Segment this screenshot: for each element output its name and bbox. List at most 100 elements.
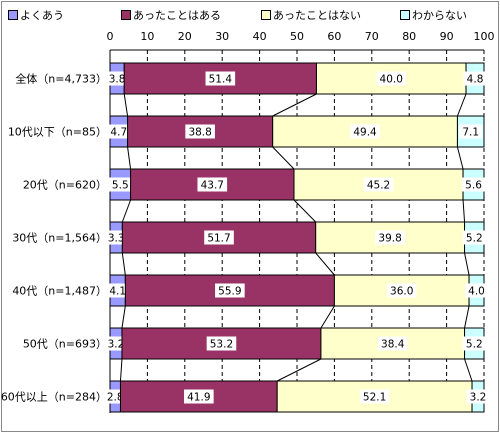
- legend-label-have-encountered: あったことはある: [133, 9, 221, 22]
- legend-label-never-encountered: あったことはない: [273, 9, 361, 22]
- data-label-bg: [108, 177, 132, 192]
- data-label: 5.5: [112, 180, 129, 192]
- data-label-bg: [462, 230, 486, 245]
- data-label: 4.7: [110, 127, 127, 139]
- series-connector-line: [272, 146, 295, 170]
- data-label-bg: [466, 389, 490, 404]
- data-label-bg: [359, 389, 390, 404]
- category-label: 60代以上（n=284）: [1, 391, 107, 404]
- data-label-bg: [185, 124, 215, 139]
- series-connector-line: [121, 252, 126, 276]
- data-label: 7.1: [462, 127, 479, 139]
- series-connector-line: [119, 358, 123, 382]
- x-tick-label: 60: [327, 30, 341, 43]
- x-tick-label: 40: [253, 30, 267, 43]
- data-label: 41.9: [187, 392, 210, 404]
- legend-item-have-encountered: あったことはある: [121, 7, 221, 23]
- legend-swatch-never-encountered: [261, 10, 271, 20]
- data-label: 45.2: [367, 180, 390, 192]
- series-connector-line: [121, 305, 126, 329]
- x-tick-label: 20: [178, 30, 192, 43]
- series-connector-line: [456, 93, 467, 117]
- category-label: 20代（n=620）: [23, 179, 107, 192]
- category-label: 全体（n=4,733）: [15, 72, 107, 86]
- legend-swatch-often: [8, 10, 18, 20]
- data-label-bg: [106, 283, 130, 298]
- data-label-bg: [197, 177, 228, 192]
- data-label-bg: [204, 230, 234, 245]
- data-label-bg: [206, 336, 237, 351]
- data-label-bg: [184, 389, 214, 404]
- data-label: 49.4: [353, 127, 377, 139]
- x-tick-label: 10: [140, 30, 154, 43]
- x-tick-label: 80: [402, 30, 416, 43]
- data-label: 3.2: [470, 392, 487, 404]
- x-tick-label: 100: [474, 30, 495, 43]
- data-label-bg: [107, 124, 131, 139]
- series-connector-line: [127, 146, 132, 170]
- legend-label-unknown: わからない: [412, 9, 467, 22]
- data-label-bg: [464, 283, 489, 298]
- data-label: 36.0: [390, 286, 413, 298]
- data-label: 52.1: [363, 392, 386, 404]
- category-label: 10代以下（n=85）: [8, 126, 107, 139]
- data-label-bg: [462, 336, 486, 351]
- series-connector-line: [315, 252, 335, 276]
- data-label: 5.6: [465, 180, 482, 192]
- data-label: 43.7: [201, 180, 224, 192]
- data-label: 53.2: [210, 339, 233, 351]
- x-tick-label: 50: [290, 30, 304, 43]
- data-label-bg: [215, 283, 245, 298]
- data-label: 39.8: [378, 233, 401, 245]
- x-tick-label: 90: [440, 30, 454, 43]
- category-label: 40代（n=1,487）: [12, 285, 107, 298]
- series-connector-line: [293, 199, 317, 223]
- data-label: 5.2: [466, 233, 483, 245]
- series-connector-line: [272, 93, 317, 117]
- series-connector-line: [121, 199, 132, 223]
- legend-swatch-have-encountered: [121, 10, 131, 20]
- data-label-bg: [375, 230, 405, 245]
- data-label-bg: [386, 283, 417, 298]
- series-connector-line: [462, 199, 466, 223]
- data-label-bg: [376, 71, 407, 86]
- x-tick-label: 70: [365, 30, 379, 43]
- data-label-bg: [463, 71, 487, 86]
- category-label: 50代（n=693）: [23, 338, 107, 351]
- legend-item-never-encountered: あったことはない: [261, 7, 361, 23]
- data-label: 4.8: [467, 74, 484, 86]
- data-label-bg: [205, 71, 236, 86]
- data-label-bg: [363, 177, 394, 192]
- legend-item-unknown: わからない: [400, 7, 467, 23]
- data-label-bg: [377, 336, 408, 351]
- data-label: 2.8: [107, 392, 124, 404]
- data-label: 3.3: [108, 233, 125, 245]
- data-label: 3.2: [108, 339, 125, 351]
- x-tick-label: 30: [215, 30, 229, 43]
- legend-item-often: よくあう: [8, 7, 64, 23]
- data-label: 55.9: [218, 286, 241, 298]
- data-label: 3.8: [109, 74, 126, 86]
- data-label: 51.4: [209, 74, 233, 86]
- legend-swatch-unknown: [400, 10, 410, 20]
- series-connector-line: [456, 146, 464, 170]
- data-label-bg: [350, 124, 380, 139]
- data-label-bg: [105, 71, 129, 86]
- data-label-bg: [459, 124, 483, 139]
- series-connector-line: [123, 93, 129, 117]
- series-connector-line: [320, 305, 335, 329]
- data-label: 38.8: [188, 127, 211, 139]
- series-connector-line: [464, 305, 470, 329]
- data-label: 40.0: [380, 74, 403, 86]
- data-label: 38.4: [381, 339, 405, 351]
- legend-label-often: よくあう: [20, 9, 64, 22]
- data-label: 5.2: [466, 339, 483, 351]
- series-connector-line: [464, 358, 473, 382]
- series-connector-line: [464, 252, 470, 276]
- series-connector-line: [276, 358, 322, 382]
- category-label: 30代（n=1,564）: [12, 232, 107, 245]
- data-label: 51.7: [207, 233, 230, 245]
- data-label: 4.0: [468, 286, 485, 298]
- data-label: 4.1: [109, 286, 126, 298]
